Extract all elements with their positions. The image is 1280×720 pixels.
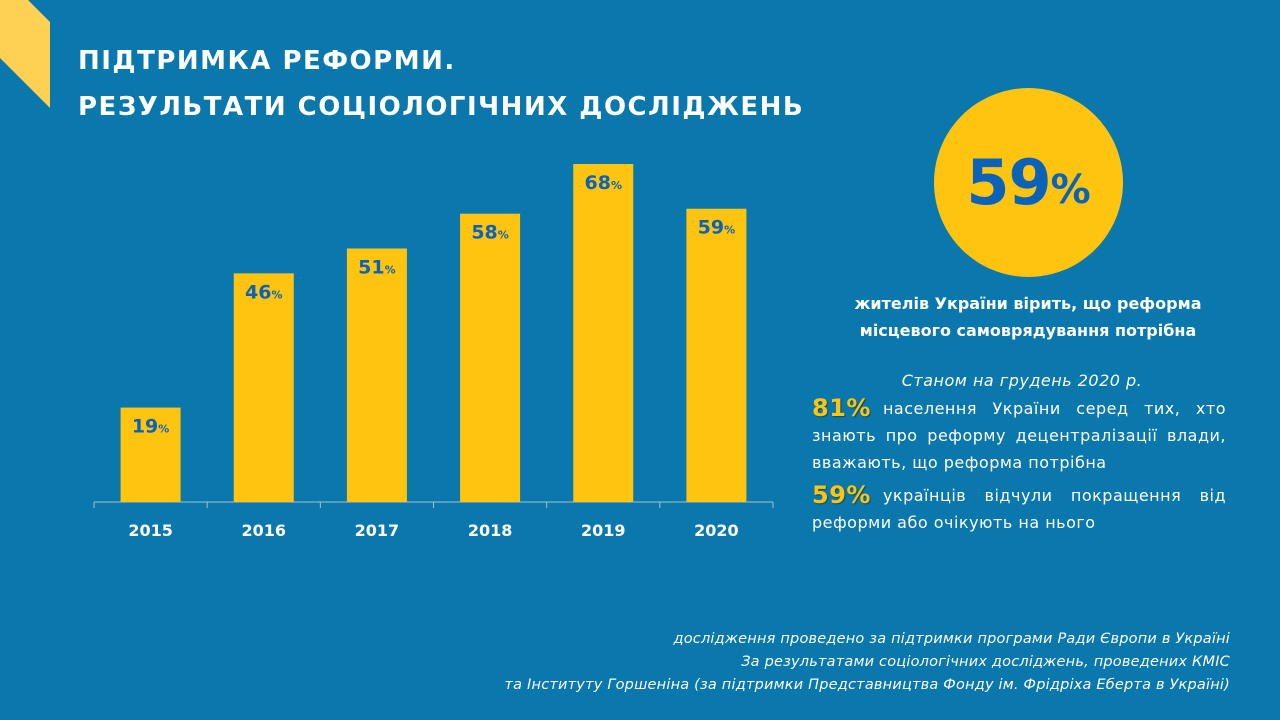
bar-2016 (233, 273, 294, 502)
stat-value-81: 81% (812, 394, 871, 422)
highlight-circle: 59% (934, 88, 1123, 277)
x-tick-label-2018: 2018 (468, 521, 513, 540)
bar-2015 (120, 407, 181, 502)
highlight-caption: жителів України вірить, що реформа місце… (838, 290, 1218, 344)
sources-note: дослідження проведено за підтримки прогр… (505, 628, 1230, 697)
source-line-1: дослідження проведено за підтримки прогр… (673, 631, 1230, 647)
source-line-3: та Інституту Горшеніна (за підтримки Пре… (504, 677, 1230, 693)
caption-line-2: місцевого самоврядування потрібна (859, 321, 1197, 340)
caption-line-1: жителів України вірить, що реформа (854, 294, 1202, 313)
corner-decoration (0, 0, 50, 108)
bar-2017 (346, 248, 407, 502)
bar-2019 (573, 164, 634, 502)
data-label-2020: 59% (698, 217, 735, 239)
x-tick-label-2019: 2019 (581, 521, 626, 540)
data-label-2019: 68% (585, 172, 622, 194)
data-label-2015: 19% (132, 416, 169, 438)
x-tick-label-2015: 2015 (128, 521, 173, 540)
stat-text-81: населення України серед тих, хто знають … (812, 399, 1226, 472)
title-line-2: РЕЗУЛЬТАТИ СОЦІОЛОГІЧНИХ ДОСЛІДЖЕНЬ (78, 92, 805, 122)
bar-2020 (686, 208, 747, 502)
highlight-percent-sign: % (1050, 166, 1091, 213)
x-tick-label-2020: 2020 (694, 521, 739, 540)
as-of-date: Станом на грудень 2020 р. (901, 371, 1143, 390)
title-line-1: ПІДТРИМКА РЕФОРМИ. (78, 46, 456, 76)
stat-text-59: українців відчули покращення від реформи… (812, 486, 1226, 532)
stat-value-59: 59% (812, 481, 871, 509)
data-label-2016: 46% (245, 281, 282, 303)
x-tick-label-2016: 2016 (241, 521, 286, 540)
page-title: ПІДТРИМКА РЕФОРМИ. РЕЗУЛЬТАТИ СОЦІОЛОГІЧ… (78, 38, 804, 130)
stat-item-59: 59% українців відчули покращення від рефо… (812, 482, 1226, 536)
data-label-2017: 51% (358, 257, 395, 279)
highlight-value: 59 (966, 146, 1051, 219)
bar-chart: 19% 2015 46% 2016 51% 2017 58% 2018 68% 2019 59% 20… (93, 164, 774, 540)
x-tick-label-2017: 2017 (355, 521, 400, 540)
bar-2018 (460, 213, 521, 503)
data-label-2018: 58% (471, 222, 508, 244)
source-line-2: За результатами соціологічних досліджень… (741, 654, 1230, 670)
stat-item-81: 81% населення України серед тих, хто знаю… (812, 395, 1226, 476)
